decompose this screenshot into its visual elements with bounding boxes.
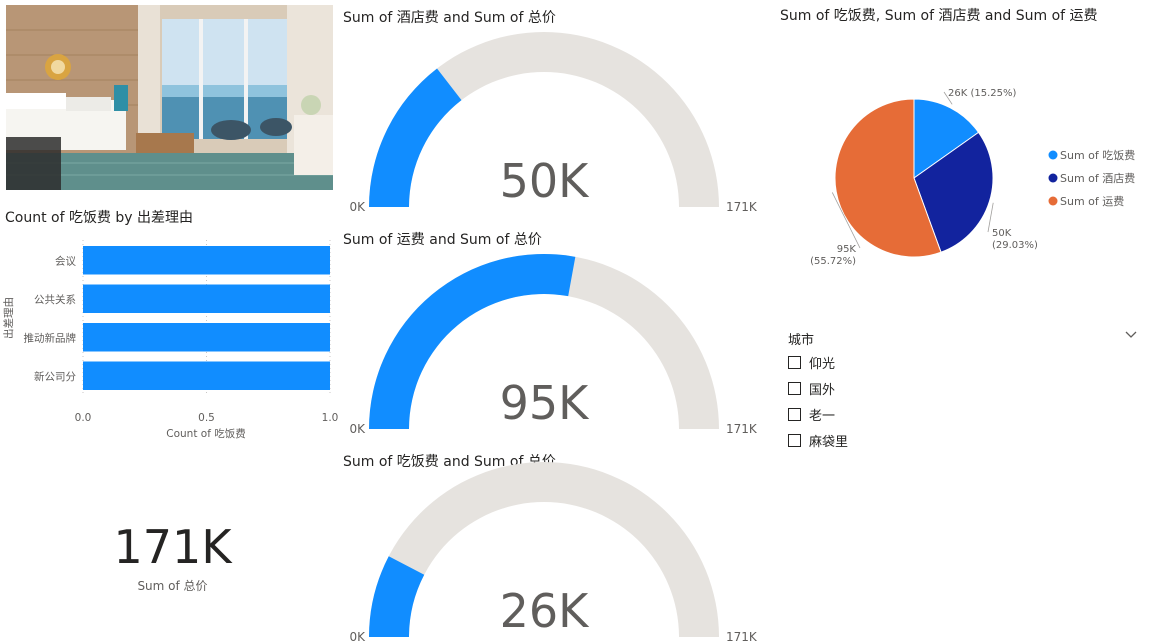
slicer-item-label: 麻袋里 xyxy=(809,434,849,450)
gauge-track xyxy=(369,462,719,637)
gauge-freight-title: Sum of 运费 and Sum of 总价 xyxy=(343,232,542,248)
bar[interactable] xyxy=(83,284,330,314)
gauge-fill[interactable] xyxy=(369,556,425,637)
gauge-freight: 95K 0K 171K xyxy=(349,254,758,436)
pie-data-label: 95K (55.72%) xyxy=(810,244,856,267)
gauge-max-label: 171K xyxy=(726,630,758,643)
pie-slice[interactable] xyxy=(913,131,994,253)
gauge-hotel: 50K 0K 171K xyxy=(349,32,758,214)
slicer-item-label: 国外 xyxy=(809,382,836,398)
gauge-food: 26K 0K 171K xyxy=(349,462,758,643)
pie-leader-line xyxy=(987,202,994,233)
gauge-max-label: 171K xyxy=(726,422,758,436)
pie-leader-line xyxy=(943,91,953,105)
bar-chart: 出差理由 Count of 吃饭费 0.0 0.5 1.0 会议公共关系推动新品牌新公… xyxy=(2,240,338,440)
card-total-label: Sum of 总价 xyxy=(137,579,208,593)
x-tick-label: 1.0 xyxy=(322,412,338,424)
bar[interactable] xyxy=(83,246,330,275)
legend-label[interactable]: Sum of 运费 xyxy=(1060,195,1124,208)
gauge-value: 26K xyxy=(500,584,591,638)
bar[interactable] xyxy=(83,361,330,391)
y-tick-label: 公共关系 xyxy=(34,293,76,306)
y-tick-label: 推动新品牌 xyxy=(24,331,77,344)
x-tick-label: 0.5 xyxy=(198,412,215,424)
bar[interactable] xyxy=(83,323,330,352)
gauge-hotel-title: Sum of 酒店费 and Sum of 总价 xyxy=(343,10,556,26)
pie-data-label: 50K (29.03%) xyxy=(992,228,1038,251)
bar-chart-x-axis-label: Count of 吃饭费 xyxy=(166,427,245,440)
gauge-value: 50K xyxy=(500,154,591,208)
gauge-fill[interactable] xyxy=(369,68,462,207)
legend-marker xyxy=(1048,150,1058,160)
gauge-max-label: 171K xyxy=(726,200,758,214)
gauge-fill[interactable] xyxy=(369,254,576,429)
legend-marker xyxy=(1048,196,1058,206)
pie-leader-line xyxy=(831,192,861,249)
gauge-min-label: 0K xyxy=(349,200,366,214)
pie-chart: 26K (15.25%) 50K (29.03%) 95K (55.72%) Sum of… xyxy=(810,88,1135,267)
slicer-item-label: 仰光 xyxy=(809,356,836,372)
slicer-item-madaili[interactable]: 麻袋里 xyxy=(788,430,848,450)
gauge-min-label: 0K xyxy=(349,422,366,436)
pie-chart-title: Sum of 吃饭费, Sum of 酒店费 and Sum of 运费 xyxy=(780,8,1098,24)
gauge-food-title: Sum of 吃饭费 and Sum of 总价 xyxy=(343,454,556,470)
checkbox-icon[interactable] xyxy=(788,407,801,421)
slicer-item-yangon[interactable]: 仰光 xyxy=(788,352,835,372)
bar-chart-y-axis-label: 出差理由 xyxy=(2,297,15,339)
pie-slice[interactable] xyxy=(834,98,942,258)
legend-marker xyxy=(1048,173,1058,183)
legend-label[interactable]: Sum of 酒店费 xyxy=(1060,171,1135,185)
slicer-title: 城市 xyxy=(788,333,815,348)
chevron-down-icon[interactable] xyxy=(1124,327,1138,341)
pie-data-label: 26K (15.25%) xyxy=(948,88,1016,99)
gauge-min-label: 0K xyxy=(349,630,366,643)
gauge-value: 95K xyxy=(500,376,591,430)
checkbox-icon[interactable] xyxy=(788,433,801,447)
x-tick-label: 0.0 xyxy=(75,412,92,424)
gauge-track xyxy=(369,32,719,207)
checkbox-icon[interactable] xyxy=(788,355,801,369)
bar-chart-title: Count of 吃饭费 by 出差理由 xyxy=(5,210,194,226)
slicer-item-abroad[interactable]: 国外 xyxy=(788,378,835,398)
checkbox-icon[interactable] xyxy=(788,381,801,395)
slicer-item-label: 老一 xyxy=(809,408,836,424)
legend-label[interactable]: Sum of 吃饭费 xyxy=(1060,149,1135,162)
y-tick-label: 新公司分 xyxy=(34,370,76,383)
y-tick-label: 会议 xyxy=(55,254,76,267)
hotel-room-photo xyxy=(6,5,333,190)
card-total-value: 171K xyxy=(113,520,232,574)
slicer-item-laoyi[interactable]: 老一 xyxy=(788,404,835,424)
pie-slice[interactable] xyxy=(913,98,980,179)
